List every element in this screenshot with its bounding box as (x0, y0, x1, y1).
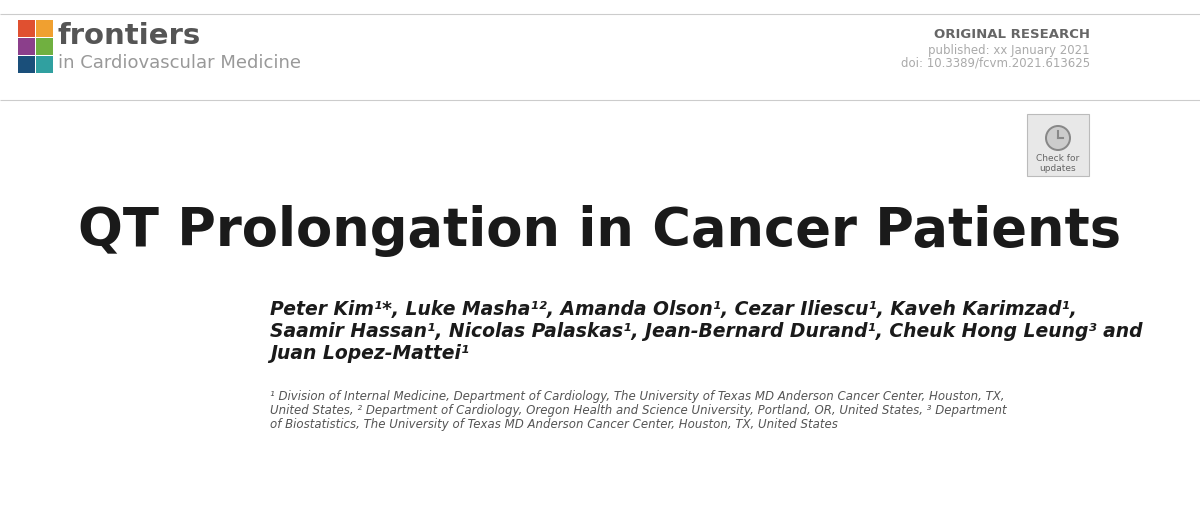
Text: in Cardiovascular Medicine: in Cardiovascular Medicine (58, 54, 301, 72)
Text: Check for
updates: Check for updates (1037, 154, 1080, 173)
Text: Peter Kim¹*, Luke Masha¹², Amanda Olson¹, Cezar Iliescu¹, Kaveh Karimzad¹,: Peter Kim¹*, Luke Masha¹², Amanda Olson¹… (270, 300, 1076, 319)
Bar (36, 56, 53, 73)
Text: published: xx January 2021: published: xx January 2021 (929, 44, 1090, 57)
Circle shape (1045, 125, 1072, 151)
Text: QT Prolongation in Cancer Patients: QT Prolongation in Cancer Patients (78, 205, 1122, 257)
FancyBboxPatch shape (1027, 114, 1090, 176)
Text: ¹ Division of Internal Medicine, Department of Cardiology, The University of Tex: ¹ Division of Internal Medicine, Departm… (270, 390, 1004, 403)
Text: Juan Lopez-Mattei¹: Juan Lopez-Mattei¹ (270, 344, 469, 363)
Circle shape (1046, 127, 1069, 149)
Bar (36, 20, 53, 37)
Text: Saamir Hassan¹, Nicolas Palaskas¹, Jean-Bernard Durand¹, Cheuk Hong Leung³ and: Saamir Hassan¹, Nicolas Palaskas¹, Jean-… (270, 322, 1142, 341)
Bar (18, 56, 35, 73)
Text: frontiers: frontiers (58, 22, 202, 50)
Bar (18, 38, 35, 55)
Text: ORIGINAL RESEARCH: ORIGINAL RESEARCH (934, 28, 1090, 41)
Bar (36, 38, 53, 55)
Text: of Biostatistics, The University of Texas MD Anderson Cancer Center, Houston, TX: of Biostatistics, The University of Texa… (270, 418, 838, 431)
Text: United States, ² Department of Cardiology, Oregon Health and Science University,: United States, ² Department of Cardiolog… (270, 404, 1007, 417)
Text: doi: 10.3389/fcvm.2021.613625: doi: 10.3389/fcvm.2021.613625 (901, 57, 1090, 70)
Bar (18, 20, 35, 37)
